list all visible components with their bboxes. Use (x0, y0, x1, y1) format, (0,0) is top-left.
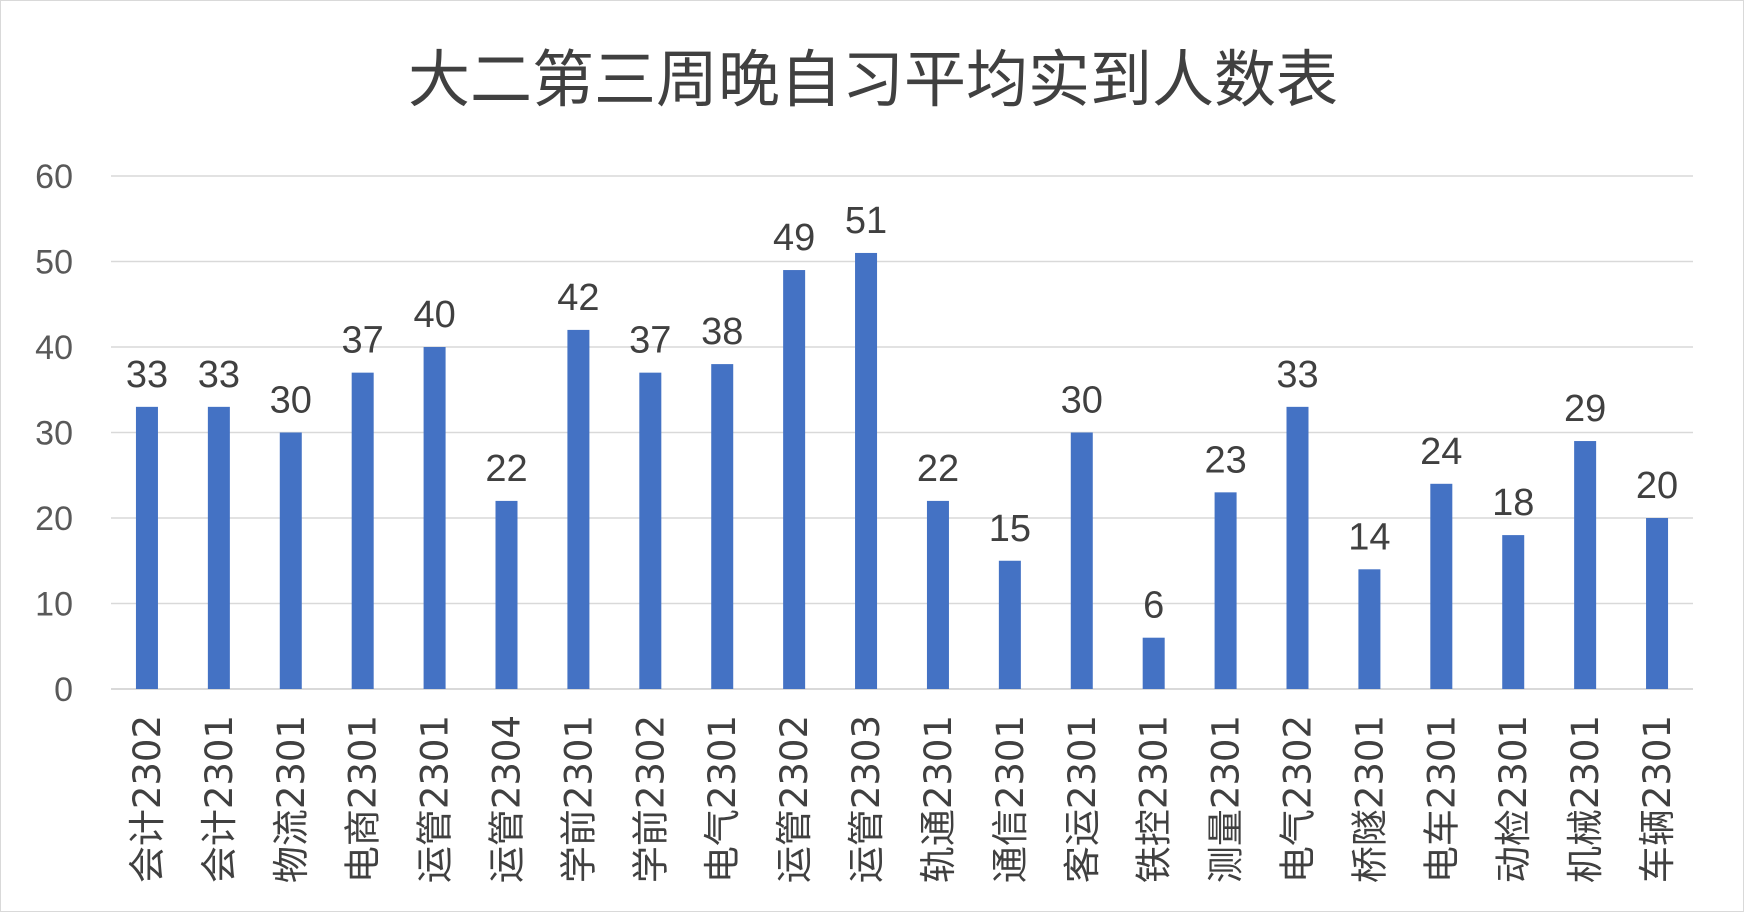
bar (135, 406, 158, 689)
category-label: 电气2302 (1277, 715, 1320, 883)
data-label: 37 (342, 320, 384, 362)
bar (855, 252, 878, 689)
bar (926, 500, 949, 689)
bar (1646, 518, 1669, 689)
data-label: 22 (485, 448, 527, 490)
category-label: 电商2301 (342, 715, 385, 883)
bar (495, 500, 518, 689)
data-label: 38 (701, 311, 743, 353)
category-label: 客运2301 (1061, 715, 1104, 883)
bar (1358, 569, 1381, 689)
y-tick-label: 0 (54, 671, 73, 709)
bar (351, 372, 374, 689)
bar (423, 347, 446, 689)
y-tick-label: 10 (35, 586, 73, 624)
category-label: 轨通2301 (917, 715, 960, 883)
data-label: 23 (1204, 439, 1246, 481)
data-label: 51 (845, 200, 887, 242)
category-label: 物流2301 (270, 715, 313, 883)
data-label: 30 (270, 380, 312, 422)
data-label: 22 (917, 448, 959, 490)
bar (207, 406, 230, 689)
y-tick-label: 60 (35, 158, 73, 196)
data-labels: 33 33 30 37 40 22 42 37 38 49 51 22 15 30 6 23 33 14 24 18 2… (126, 200, 1678, 627)
category-label: 机械2301 (1564, 715, 1607, 883)
data-label: 18 (1492, 482, 1534, 524)
data-label: 20 (1636, 465, 1678, 507)
chart-title: 大二第三周晚自习平均实到人数表 (408, 43, 1338, 116)
category-label: 动检2301 (1492, 715, 1535, 883)
y-tick-label: 50 (35, 244, 73, 282)
y-tick-label: 20 (35, 500, 73, 538)
y-tick-label: 40 (35, 329, 73, 367)
category-label: 测量2301 (1205, 715, 1248, 883)
data-label: 33 (126, 354, 168, 396)
bar (998, 560, 1021, 689)
data-label: 33 (1276, 354, 1318, 396)
bar (1142, 637, 1165, 689)
category-label: 运管2304 (486, 715, 529, 883)
bar (1070, 432, 1093, 689)
category-label: 学前2301 (557, 715, 600, 883)
category-label: 桥隧2301 (1348, 715, 1391, 883)
category-label: 电车2301 (1420, 715, 1463, 883)
data-label: 37 (629, 320, 671, 362)
category-label: 通信2301 (989, 715, 1032, 883)
category-label: 电气2301 (701, 715, 744, 883)
category-label: 学前2302 (629, 715, 672, 883)
gridlines (111, 175, 1693, 690)
y-tick-label: 30 (35, 415, 73, 453)
data-label: 33 (198, 354, 240, 396)
bar (1286, 406, 1309, 689)
bar (1214, 492, 1237, 689)
category-label: 运管2302 (773, 715, 816, 883)
data-label: 14 (1348, 516, 1390, 558)
data-label: 49 (773, 217, 815, 259)
data-label: 6 (1143, 585, 1164, 627)
category-label: 会计2302 (126, 715, 169, 883)
bars (135, 252, 1669, 689)
data-label: 24 (1420, 431, 1462, 473)
bar (1502, 535, 1525, 689)
category-label: 运管2303 (845, 715, 888, 883)
bar (1430, 483, 1453, 689)
bar (711, 364, 734, 689)
data-label: 42 (557, 277, 599, 319)
bar (783, 270, 806, 689)
bar (639, 372, 662, 689)
category-label: 会计2301 (198, 715, 241, 883)
bar (279, 432, 302, 689)
category-label: 车辆2301 (1636, 715, 1679, 883)
x-axis-categories: 会计2302 会计2301 物流2301 电商2301 运管2301 运管2304 学前23… (126, 715, 1679, 883)
y-axis-ticks: 0 10 20 30 40 50 60 (35, 158, 73, 709)
data-label: 29 (1564, 388, 1606, 430)
data-label: 30 (1061, 380, 1103, 422)
data-label: 15 (989, 508, 1031, 550)
category-label: 运管2301 (414, 715, 457, 883)
category-label: 铁控2301 (1133, 715, 1176, 883)
bar (567, 329, 590, 689)
bar (1574, 441, 1597, 689)
data-label: 40 (413, 294, 455, 336)
